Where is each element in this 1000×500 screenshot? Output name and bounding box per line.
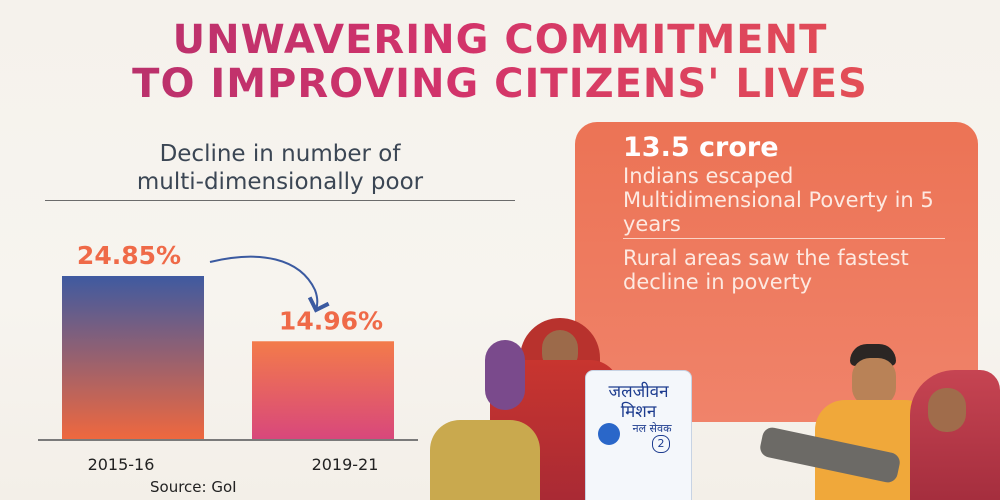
jal-jeevan-logo-icon [598, 423, 620, 445]
value-label-2019-21: 14.96% [279, 306, 383, 335]
decline-arrow [209, 255, 330, 313]
value-label-2015-16: 24.85% [77, 241, 181, 270]
photo-people-at-water-tap: जलजीवन मिशन नल सेवक 2 [430, 300, 1000, 500]
sign-text-1: जलजीवन [608, 382, 669, 402]
callout-headline: 13.5 crore [623, 132, 779, 163]
man-face [852, 358, 896, 406]
sign-text-3: नल सेवक [632, 422, 672, 435]
headline-line-2: TO IMPROVING CITIZENS' LIVES [0, 64, 1000, 104]
chart-title: Decline in number of multi-dimensionally… [45, 140, 515, 196]
sign-number: 2 [652, 435, 670, 453]
source-note: Source: GoI [150, 478, 237, 496]
title-underline [45, 200, 515, 201]
bar-2019-21 [252, 341, 394, 440]
callout-divider [623, 238, 945, 239]
callout-text-1: Indians escaped Multidimensional Poverty… [623, 164, 934, 236]
chart-title-line-1: Decline in number of [159, 141, 401, 167]
water-pillar: जलजीवन मिशन नल सेवक 2 [585, 370, 692, 500]
sign-text-2: मिशन [620, 402, 657, 422]
x-tick-label-2019-21: 2019-21 [312, 455, 379, 474]
chart-title-line-2: multi-dimensionally poor [136, 169, 424, 195]
headline-line-1: UNWAVERING COMMITMENT [0, 20, 1000, 60]
callout-text-2: Rural areas saw the fastest decline in p… [623, 246, 909, 294]
woman-sleeve [485, 340, 525, 410]
woman-right-face [928, 388, 966, 432]
x-tick-label-2015-16: 2015-16 [88, 455, 155, 474]
woman-skirt [430, 420, 540, 500]
bar-2015-16 [62, 276, 204, 440]
